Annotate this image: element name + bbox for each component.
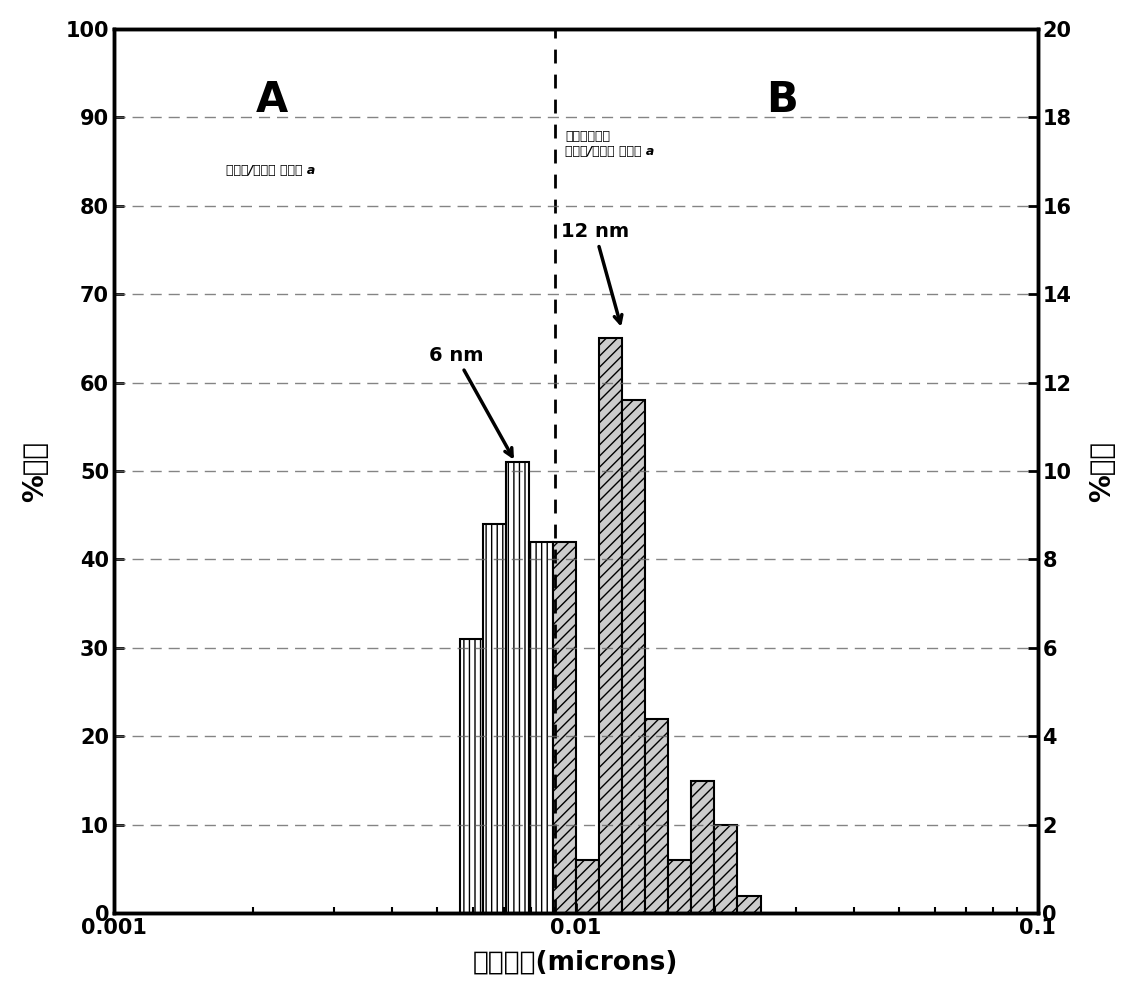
- Bar: [599, 339, 622, 913]
- Bar: [483, 524, 506, 913]
- Bar: [714, 825, 738, 913]
- Text: 12 nm: 12 nm: [561, 222, 629, 323]
- Text: 涓表面硒化鄉
硒化鄉/氧化馑 量子点 a: 涓表面硒化鄉 硒化鄉/氧化馑 量子点 a: [565, 129, 655, 157]
- Text: 6 nm: 6 nm: [429, 346, 512, 456]
- Y-axis label: %通过: %通过: [20, 440, 49, 502]
- Bar: [691, 781, 714, 913]
- Bar: [622, 400, 645, 913]
- Bar: [738, 895, 761, 913]
- Bar: [553, 542, 575, 913]
- X-axis label: 粒径大小(microns): 粒径大小(microns): [473, 949, 679, 975]
- Bar: [530, 542, 553, 913]
- Bar: [460, 639, 483, 913]
- Bar: [645, 719, 669, 913]
- Bar: [575, 861, 599, 913]
- Text: B: B: [766, 79, 798, 121]
- Bar: [506, 462, 530, 913]
- Text: A: A: [256, 79, 288, 121]
- Text: 硒化鄉/氧化馑 量子点 a: 硒化鄉/氧化馑 量子点 a: [226, 163, 315, 177]
- Bar: [669, 861, 691, 913]
- Y-axis label: %通道: %通道: [1088, 440, 1117, 502]
